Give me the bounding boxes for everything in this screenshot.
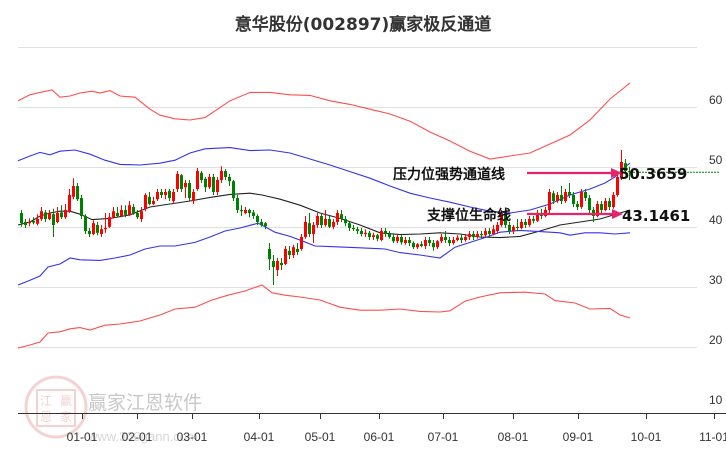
support-label: 支撑位生命线 [426, 207, 511, 224]
grid-lines [18, 47, 697, 348]
y-axis: 10 20 30 40 50 60 [709, 93, 723, 407]
candlesticks [20, 150, 631, 285]
arrow-head-icon [611, 168, 622, 178]
x-tick-label: 09-01 [563, 430, 594, 444]
inner_lower-line [17, 222, 631, 286]
y-tick-label: 20 [709, 333, 723, 347]
watermark-name: 赢家江恩软件 [88, 392, 202, 414]
x-tick-label: 10-01 [631, 430, 662, 444]
x-tick-label: 05-01 [305, 430, 336, 444]
resistance-value: 50.3659 [619, 165, 687, 183]
x-tick-label: 04-01 [244, 430, 275, 444]
resistance-label: 压力位强势通道线 [393, 166, 505, 183]
outer_upper-line [17, 82, 631, 160]
watermark: 江 赢 恩 家 赢家江恩软件 www.360gann.com [24, 375, 202, 444]
y-tick-label: 40 [709, 213, 723, 227]
y-tick-label: 10 [709, 393, 723, 407]
x-axis: 01-01 02-01 03-01 04-01 05-01 06-01 07-01 08-01… [18, 413, 726, 444]
y-tick-label: 50 [709, 153, 723, 167]
mid_line-line [17, 192, 631, 239]
x-tick-label: 08-01 [498, 430, 529, 444]
annotations: 压力位强势通道线 50.3659 支撑位生命线 43.1461 [393, 165, 690, 225]
x-tick-label: 11-01 [699, 430, 726, 444]
support-value: 43.1461 [622, 207, 690, 225]
outer_lower-line [17, 284, 631, 349]
x-tick-label: 06-01 [364, 430, 395, 444]
svg-text:家: 家 [60, 409, 72, 424]
svg-text:赢: 赢 [60, 393, 72, 408]
svg-text:江: 江 [40, 394, 52, 408]
x-tick-label: 07-01 [428, 430, 459, 444]
inner_upper-line [17, 147, 631, 214]
y-tick-label: 60 [709, 93, 723, 107]
watermark-url: www.360gann.com [87, 429, 198, 444]
arrow-head-icon [612, 209, 623, 219]
x-tick-label: 02-01 [122, 430, 153, 444]
y-tick-label: 30 [709, 273, 723, 287]
x-tick-label: 03-01 [177, 430, 208, 444]
svg-text:恩: 恩 [40, 410, 52, 424]
x-tick-label: 01-01 [67, 430, 98, 444]
watermark-seal-icon: 江 赢 恩 家 [24, 375, 88, 439]
chart-title: 意华股份(002897)赢家极反通道 [234, 15, 492, 35]
